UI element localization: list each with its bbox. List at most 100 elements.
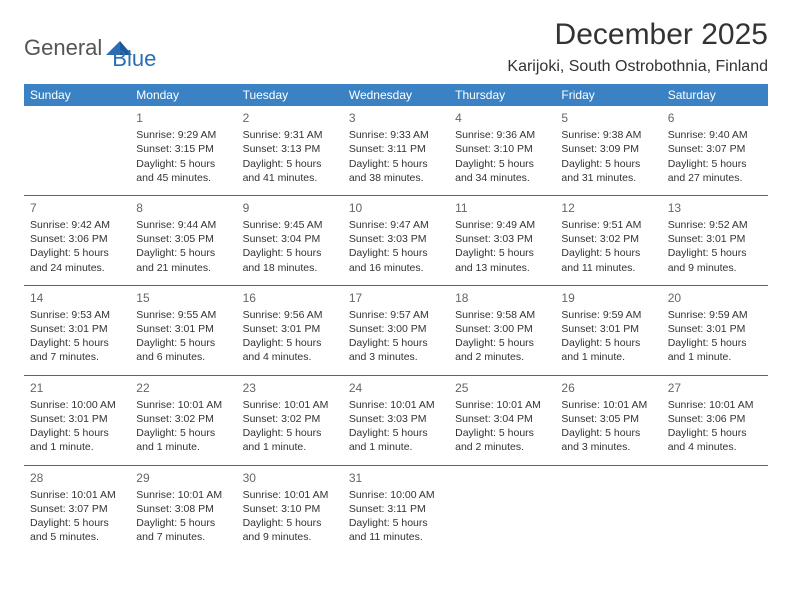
daylight-text: and 1 minute. (561, 350, 655, 364)
sunset-text: Sunset: 3:13 PM (243, 142, 337, 156)
daylight-text: Daylight: 5 hours (455, 246, 549, 260)
daylight-text: and 24 minutes. (30, 261, 124, 275)
calendar-day-cell: 10Sunrise: 9:47 AMSunset: 3:03 PMDayligh… (343, 195, 449, 285)
calendar-day-cell: 3Sunrise: 9:33 AMSunset: 3:11 PMDaylight… (343, 106, 449, 195)
sunset-text: Sunset: 3:10 PM (243, 502, 337, 516)
sunset-text: Sunset: 3:08 PM (136, 502, 230, 516)
daylight-text: and 27 minutes. (668, 171, 762, 185)
calendar-day-cell: 19Sunrise: 9:59 AMSunset: 3:01 PMDayligh… (555, 285, 661, 375)
sunset-text: Sunset: 3:07 PM (668, 142, 762, 156)
calendar-day-cell: 4Sunrise: 9:36 AMSunset: 3:10 PMDaylight… (449, 106, 555, 195)
daylight-text: Daylight: 5 hours (561, 157, 655, 171)
location-text: Karijoki, South Ostrobothnia, Finland (507, 58, 768, 76)
calendar-day-cell: 7Sunrise: 9:42 AMSunset: 3:06 PMDaylight… (24, 195, 130, 285)
calendar-day-cell: 23Sunrise: 10:01 AMSunset: 3:02 PMDaylig… (237, 375, 343, 465)
daylight-text: and 1 minute. (30, 440, 124, 454)
daylight-text: Daylight: 5 hours (243, 157, 337, 171)
day-number: 16 (243, 290, 337, 306)
daylight-text: Daylight: 5 hours (243, 426, 337, 440)
sunrise-text: Sunrise: 10:01 AM (136, 398, 230, 412)
day-number: 7 (30, 200, 124, 216)
sunset-text: Sunset: 3:02 PM (561, 232, 655, 246)
day-number: 9 (243, 200, 337, 216)
calendar-day-cell: 18Sunrise: 9:58 AMSunset: 3:00 PMDayligh… (449, 285, 555, 375)
calendar-day-cell: 17Sunrise: 9:57 AMSunset: 3:00 PMDayligh… (343, 285, 449, 375)
weekday-header: Wednesday (343, 84, 449, 106)
day-number: 18 (455, 290, 549, 306)
sunset-text: Sunset: 3:05 PM (136, 232, 230, 246)
weekday-header: Friday (555, 84, 661, 106)
calendar-day-cell: 28Sunrise: 10:01 AMSunset: 3:07 PMDaylig… (24, 465, 130, 555)
day-number: 30 (243, 470, 337, 486)
brand-part2: Blue (112, 46, 156, 72)
sunset-text: Sunset: 3:03 PM (349, 412, 443, 426)
sunset-text: Sunset: 3:10 PM (455, 142, 549, 156)
calendar-table: Sunday Monday Tuesday Wednesday Thursday… (24, 84, 768, 555)
calendar-day-cell: 6Sunrise: 9:40 AMSunset: 3:07 PMDaylight… (662, 106, 768, 195)
sunset-text: Sunset: 3:01 PM (668, 232, 762, 246)
sunset-text: Sunset: 3:07 PM (30, 502, 124, 516)
daylight-text: Daylight: 5 hours (30, 336, 124, 350)
weekday-header: Saturday (662, 84, 768, 106)
daylight-text: Daylight: 5 hours (136, 157, 230, 171)
sunrise-text: Sunrise: 9:44 AM (136, 218, 230, 232)
daylight-text: and 6 minutes. (136, 350, 230, 364)
daylight-text: Daylight: 5 hours (243, 336, 337, 350)
sunrise-text: Sunrise: 10:01 AM (243, 488, 337, 502)
sunrise-text: Sunrise: 10:01 AM (136, 488, 230, 502)
daylight-text: Daylight: 5 hours (455, 336, 549, 350)
sunrise-text: Sunrise: 9:56 AM (243, 308, 337, 322)
day-number: 13 (668, 200, 762, 216)
daylight-text: Daylight: 5 hours (349, 426, 443, 440)
daylight-text: and 7 minutes. (30, 350, 124, 364)
daylight-text: and 16 minutes. (349, 261, 443, 275)
calendar-day-cell (662, 465, 768, 555)
daylight-text: Daylight: 5 hours (349, 157, 443, 171)
calendar-day-cell: 24Sunrise: 10:01 AMSunset: 3:03 PMDaylig… (343, 375, 449, 465)
calendar-day-cell: 13Sunrise: 9:52 AMSunset: 3:01 PMDayligh… (662, 195, 768, 285)
sunset-text: Sunset: 3:02 PM (243, 412, 337, 426)
day-number: 14 (30, 290, 124, 306)
weekday-header: Sunday (24, 84, 130, 106)
day-number: 27 (668, 380, 762, 396)
sunrise-text: Sunrise: 10:01 AM (561, 398, 655, 412)
sunset-text: Sunset: 3:01 PM (243, 322, 337, 336)
daylight-text: Daylight: 5 hours (668, 426, 762, 440)
daylight-text: Daylight: 5 hours (136, 336, 230, 350)
sunrise-text: Sunrise: 9:38 AM (561, 128, 655, 142)
sunset-text: Sunset: 3:00 PM (455, 322, 549, 336)
sunrise-text: Sunrise: 10:01 AM (30, 488, 124, 502)
daylight-text: Daylight: 5 hours (349, 516, 443, 530)
calendar-week-row: 14Sunrise: 9:53 AMSunset: 3:01 PMDayligh… (24, 285, 768, 375)
weekday-header: Thursday (449, 84, 555, 106)
sunset-text: Sunset: 3:01 PM (561, 322, 655, 336)
sunset-text: Sunset: 3:11 PM (349, 502, 443, 516)
day-number: 25 (455, 380, 549, 396)
daylight-text: and 38 minutes. (349, 171, 443, 185)
calendar-day-cell (555, 465, 661, 555)
sunrise-text: Sunrise: 9:55 AM (136, 308, 230, 322)
sunset-text: Sunset: 3:03 PM (455, 232, 549, 246)
sunset-text: Sunset: 3:02 PM (136, 412, 230, 426)
daylight-text: Daylight: 5 hours (668, 157, 762, 171)
daylight-text: and 21 minutes. (136, 261, 230, 275)
sunrise-text: Sunrise: 9:57 AM (349, 308, 443, 322)
calendar-day-cell: 31Sunrise: 10:00 AMSunset: 3:11 PMDaylig… (343, 465, 449, 555)
daylight-text: Daylight: 5 hours (349, 336, 443, 350)
daylight-text: and 7 minutes. (136, 530, 230, 544)
sunrise-text: Sunrise: 9:40 AM (668, 128, 762, 142)
sunset-text: Sunset: 3:06 PM (30, 232, 124, 246)
day-number: 23 (243, 380, 337, 396)
daylight-text: and 41 minutes. (243, 171, 337, 185)
daylight-text: and 9 minutes. (243, 530, 337, 544)
calendar-day-cell: 12Sunrise: 9:51 AMSunset: 3:02 PMDayligh… (555, 195, 661, 285)
day-number: 29 (136, 470, 230, 486)
daylight-text: and 45 minutes. (136, 171, 230, 185)
sunrise-text: Sunrise: 9:59 AM (668, 308, 762, 322)
header: General Blue December 2025 Karijoki, Sou… (24, 18, 768, 76)
sunrise-text: Sunrise: 9:31 AM (243, 128, 337, 142)
sunset-text: Sunset: 3:01 PM (136, 322, 230, 336)
sunset-text: Sunset: 3:01 PM (668, 322, 762, 336)
daylight-text: and 5 minutes. (30, 530, 124, 544)
brand-logo: General Blue (24, 18, 156, 72)
